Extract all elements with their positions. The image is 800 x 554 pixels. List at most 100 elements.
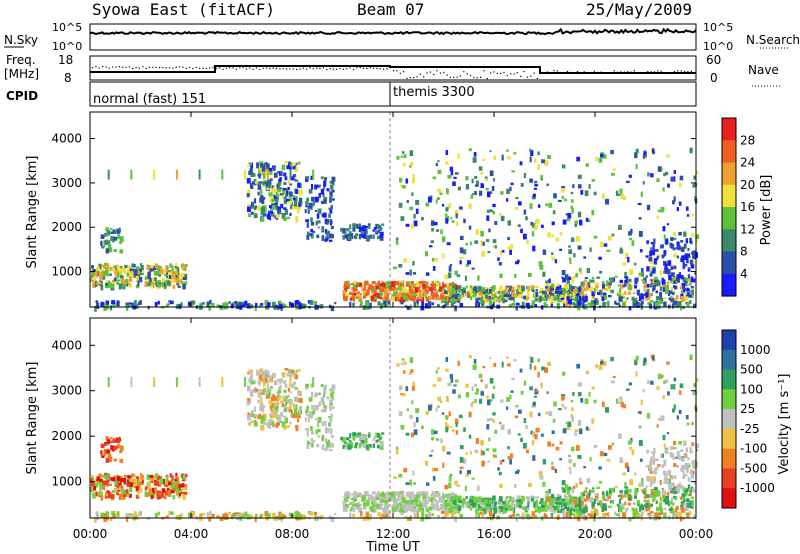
data-cell — [440, 438, 443, 444]
data-cell — [691, 250, 696, 256]
data-cell — [312, 439, 316, 443]
data-cell — [305, 428, 309, 431]
data-cell — [314, 418, 318, 421]
data-cell — [295, 162, 298, 166]
data-cell — [619, 247, 623, 253]
nave-point — [232, 67, 234, 69]
data-cell — [481, 241, 485, 246]
data-cell — [294, 511, 297, 517]
data-cell — [622, 513, 626, 518]
data-cell — [530, 285, 535, 292]
data-cell — [520, 437, 523, 443]
data-cell — [562, 428, 567, 434]
data-cell — [106, 229, 111, 236]
data-cell — [227, 512, 231, 515]
nave-point — [262, 67, 264, 69]
data-cell — [459, 257, 464, 260]
data-cell — [253, 213, 258, 219]
data-cell — [391, 504, 395, 508]
data-cell — [321, 200, 324, 204]
data-cell — [344, 491, 347, 497]
data-cell — [381, 499, 385, 503]
data-cell — [295, 369, 298, 373]
nave-point — [653, 71, 656, 73]
data-cell — [562, 514, 566, 518]
data-cell — [673, 377, 677, 382]
data-cell — [670, 272, 675, 277]
nave-series — [92, 66, 692, 80]
data-cell — [676, 465, 679, 468]
data-cell — [309, 441, 313, 446]
data-cell — [449, 296, 454, 299]
data-cell — [415, 199, 420, 205]
data-cell — [113, 446, 117, 450]
data-cell — [453, 507, 457, 513]
data-cell — [474, 383, 478, 387]
data-cell — [279, 176, 282, 182]
data-cell — [684, 453, 687, 459]
data-cell — [599, 289, 603, 293]
data-cell — [491, 393, 495, 399]
data-cell — [472, 292, 477, 298]
data-cell — [324, 384, 327, 389]
data-cell — [646, 240, 650, 243]
data-cell — [563, 283, 567, 289]
data-cell — [295, 167, 299, 171]
data-cell — [260, 513, 264, 517]
nave-point — [212, 66, 214, 68]
data-cell — [122, 284, 126, 290]
data-cell — [392, 296, 395, 302]
data-cell — [137, 479, 140, 485]
data-cell — [331, 406, 335, 409]
data-cell — [650, 279, 653, 282]
data-cell — [105, 493, 109, 497]
nsky-tick-top: 10^5 — [52, 21, 82, 34]
data-cell — [679, 496, 683, 500]
data-cell — [532, 193, 536, 198]
data-cell — [644, 282, 647, 289]
data-cell — [330, 234, 334, 239]
data-cell — [146, 474, 149, 479]
data-cell — [360, 300, 363, 306]
data-cell — [92, 478, 96, 483]
data-cell — [355, 444, 358, 449]
data-cell — [471, 477, 475, 480]
data-cell — [404, 515, 408, 519]
data-cell — [365, 490, 369, 496]
data-cell — [262, 197, 266, 200]
data-cell — [305, 413, 308, 416]
data-cell — [649, 283, 654, 288]
data-cell — [685, 488, 689, 492]
data-cell — [657, 280, 661, 287]
data-cell — [154, 277, 157, 282]
data-cell — [175, 278, 180, 283]
data-cell — [122, 268, 126, 272]
data-cell — [125, 278, 129, 284]
data-cell — [99, 479, 103, 485]
data-cell — [498, 471, 502, 476]
data-cell — [445, 207, 449, 212]
data-cell — [677, 455, 682, 460]
data-cell — [387, 494, 390, 500]
data-cell — [557, 504, 561, 511]
data-cell — [534, 224, 538, 231]
data-cell — [680, 240, 684, 243]
data-cell — [485, 497, 489, 500]
data-cell — [260, 392, 265, 395]
data-cell — [376, 292, 380, 299]
data-cell — [384, 303, 388, 307]
data-cell — [557, 199, 562, 202]
data-cell — [602, 503, 607, 508]
data-cell — [379, 235, 384, 241]
data-cell — [649, 300, 654, 303]
data-cell — [634, 488, 638, 495]
data-cell — [608, 279, 612, 284]
data-cell — [94, 306, 97, 312]
data-cell — [692, 253, 696, 259]
data-cell — [656, 279, 659, 284]
data-cell — [515, 289, 519, 292]
data-cell — [96, 266, 100, 272]
data-cell — [667, 260, 672, 266]
data-cell — [330, 305, 335, 312]
data-cell — [450, 506, 454, 509]
